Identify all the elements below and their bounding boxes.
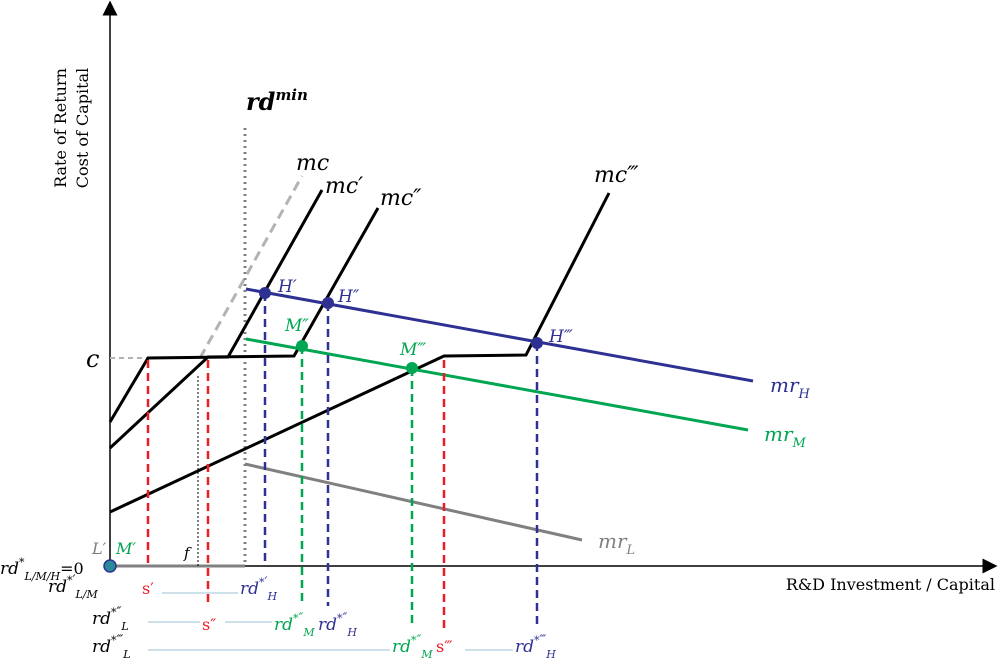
m1-label: M′ [115, 539, 136, 558]
h1-point [259, 287, 271, 299]
m2-label: M″ [284, 316, 309, 336]
y-axis-label-1: Rate of Return [51, 68, 70, 188]
mr-l-label: mrL [598, 529, 635, 558]
mc-label: mc [296, 151, 329, 176]
mr-h-label: mrH [770, 373, 811, 402]
rd-min-label: rdmin [246, 86, 308, 116]
row2-rdh: rd*″H [318, 611, 357, 639]
mr-m-line [245, 337, 749, 432]
m2-point [296, 340, 308, 352]
row3-rdh: rd*‴H [515, 633, 556, 661]
f-label: f [183, 544, 192, 562]
row2-left: rd*″L [92, 605, 129, 633]
row1-left: rd*′L/M [48, 573, 98, 601]
row3-s: s‴ [436, 637, 453, 656]
row2-rdm: rd*″M [274, 611, 315, 639]
m3-point [406, 362, 418, 374]
row3-rdm: rd*″M [392, 633, 433, 661]
x-axis-label: R&D Investment / Capital [786, 575, 995, 594]
origin-label: rd*L/M/H=0 [0, 556, 84, 583]
mc3-curve [109, 192, 611, 514]
h3-label: H‴ [548, 327, 573, 347]
mc3-label: mc‴ [594, 163, 639, 188]
row1-s: s′ [142, 579, 154, 598]
h1-label: H′ [277, 277, 297, 297]
mc1-label: mc′ [325, 174, 363, 199]
h2-point [322, 297, 334, 309]
y-axis-label-2: Cost of Capital [73, 68, 92, 188]
l1-label: L′ [91, 539, 107, 558]
row2-s: s″ [202, 615, 216, 634]
row3-left: rd*‴L [92, 633, 131, 661]
mr-l-line [244, 462, 583, 542]
mc-curve [198, 175, 304, 359]
c-label: c [86, 345, 99, 373]
mr-m-label: mrM [764, 422, 807, 451]
mc2-curve [108, 207, 380, 450]
m3-label: M‴ [399, 340, 426, 360]
h3-point [531, 337, 543, 349]
origin-point [103, 559, 117, 573]
mc2-label: mc″ [380, 186, 422, 211]
mc1-curve [108, 189, 324, 423]
h2-label: H″ [337, 287, 360, 307]
row1-rdh: rd*′H [240, 575, 277, 603]
